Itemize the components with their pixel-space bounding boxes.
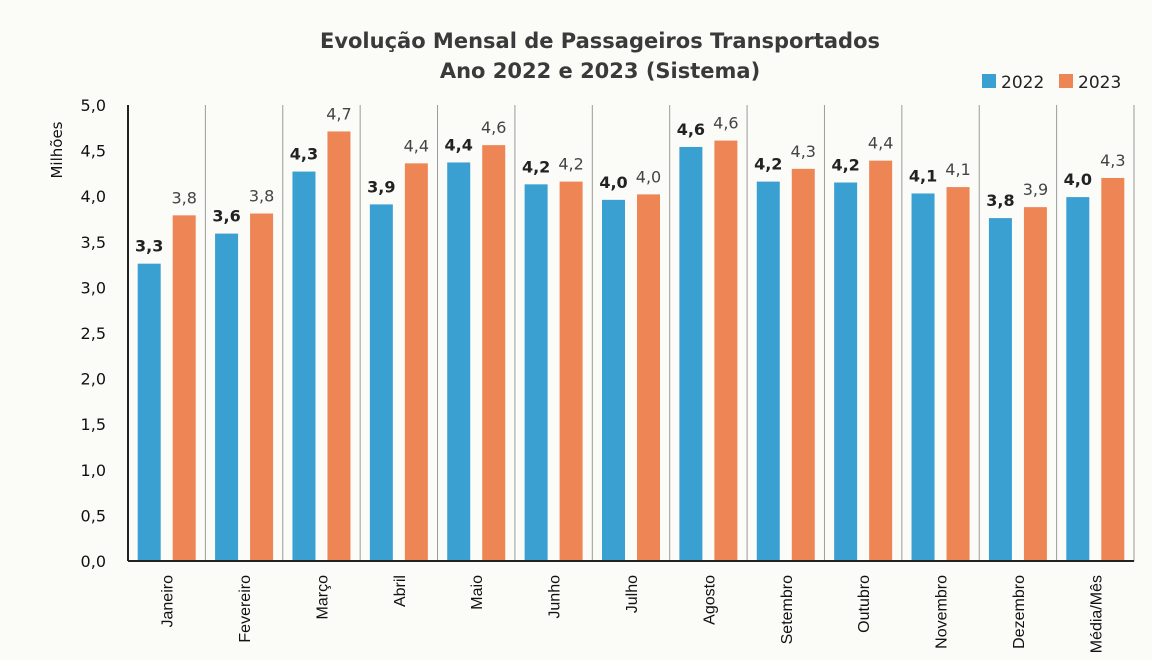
y-tick-label: 4,5 [81, 142, 106, 161]
bar-2023-agosto [714, 140, 738, 561]
data-label-2022-janeiro: 3,3 [135, 237, 163, 256]
legend-swatch-2022 [982, 74, 996, 88]
y-tick-label: 4,0 [81, 187, 106, 206]
data-label-2023-agosto: 4,6 [713, 114, 738, 133]
bar-2022-dezembro [988, 218, 1012, 561]
legend-label-2023: 2023 [1078, 73, 1121, 93]
x-tick-label-maio: Maio [469, 575, 486, 610]
data-label-2023-marco: 4,7 [326, 104, 351, 123]
bar-2022-marco [292, 171, 316, 562]
legend-swatch-2023 [1059, 74, 1073, 88]
y-tick-label: 1,0 [81, 461, 106, 480]
data-label-2022-marco: 4,3 [290, 145, 318, 164]
x-tick-label-marco: Março [314, 575, 331, 620]
x-tick-label-dezembro: Dezembro [1011, 575, 1028, 649]
bar-2022-fevereiro [215, 233, 239, 562]
x-tick-label-fevereiro: Fevereiro [237, 575, 254, 643]
axes [127, 105, 1134, 562]
data-label-2022-agosto: 4,6 [677, 120, 705, 139]
bar-2023-setembro [791, 168, 815, 561]
bar-2022-maio [447, 162, 471, 561]
x-tick-label-abril: Abril [392, 575, 409, 607]
data-label-2022-abril: 3,9 [367, 177, 395, 196]
bar-2022-agosto [679, 146, 703, 561]
bar-2023-maio [482, 145, 506, 562]
legend-label-2022: 2022 [1001, 73, 1044, 93]
data-label-2023-novembro: 4,1 [945, 160, 970, 179]
bar-2023-dezembro [1023, 207, 1047, 562]
chart-subtitle: Ano 2022 e 2023 (Sistema) [440, 59, 760, 83]
data-label-2023-setembro: 4,3 [791, 142, 816, 161]
x-tick-label-outubro: Outubro [856, 575, 873, 633]
bar-2023-janeiro [172, 215, 196, 562]
data-label-2023-janeiro: 3,8 [171, 188, 196, 207]
data-label-2023-maio: 4,6 [481, 118, 506, 137]
data-label-2023-dezembro: 3,9 [1023, 180, 1048, 199]
x-tick-label-janeiro: Janeiro [160, 575, 177, 628]
y-tick-label: 0,5 [81, 506, 106, 525]
data-label-2022-junho: 4,2 [522, 157, 550, 176]
data-label-2023-fevereiro: 3,8 [249, 187, 274, 206]
x-axis-ticks: Janeiro Fevereiro Março Abril Maio Junho Julho… [160, 575, 1106, 653]
bar-2022-julho [602, 199, 625, 561]
data-label-2022-dezembro: 3,8 [986, 191, 1014, 210]
x-tick-label-agosto: Agosto [701, 575, 718, 625]
data-label-2023-media-mes: 4,3 [1100, 151, 1125, 170]
data-label-2022-julho: 4,0 [599, 173, 627, 192]
bar-2022-setembro [756, 181, 780, 561]
y-tick-label: 2,0 [81, 370, 106, 389]
x-tick-label-setembro: Setembro [779, 575, 796, 644]
data-label-2023-junho: 4,2 [558, 155, 583, 174]
x-tick-label-media-mes: Média/Mês [1088, 575, 1105, 653]
y-axis-ticks: 0,0 0,5 1,0 1,5 2,0 2,5 3,0 3,5 4,0 4,5 5,0 [81, 96, 106, 571]
y-axis-label: Milhões [48, 121, 66, 178]
bar-2023-abril [404, 163, 428, 562]
chart-title: Evolução Mensal de Passageiros Transport… [320, 29, 880, 53]
y-tick-label: 3,5 [81, 233, 106, 252]
y-tick-label: 1,5 [81, 415, 106, 434]
data-labels: 3,3 3,8 3,6 3,8 4,3 4,7 3,9 4,4 4,4 4,6 4,2 4,2 4,0 4… [135, 104, 1126, 255]
x-tick-label-junho: Junho [547, 575, 564, 619]
bar-2022-media-mes [1066, 197, 1090, 561]
x-tick-label-novembro: Novembro [934, 575, 951, 649]
bars [137, 131, 1125, 562]
data-label-2023-julho: 4,0 [636, 167, 661, 186]
y-tick-label: 5,0 [81, 96, 106, 115]
data-label-2022-fevereiro: 3,6 [212, 207, 240, 226]
data-label-2023-abril: 4,4 [404, 136, 429, 155]
bar-2022-abril [369, 204, 393, 561]
bar-2023-junho [559, 181, 583, 561]
data-label-2022-novembro: 4,1 [909, 166, 937, 185]
y-tick-label: 0,0 [81, 552, 106, 571]
data-label-2022-outubro: 4,2 [831, 156, 859, 175]
bar-2022-outubro [834, 182, 858, 561]
data-label-2023-outubro: 4,4 [868, 134, 893, 153]
y-tick-label: 3,0 [81, 278, 106, 297]
x-tick-label-julho: Julho [624, 575, 641, 613]
bar-2023-media-mes [1101, 177, 1125, 561]
category-separators [204, 105, 1135, 561]
data-label-2022-media-mes: 4,0 [1064, 170, 1092, 189]
bar-2023-marco [327, 131, 351, 561]
bar-2023-outubro [869, 160, 893, 561]
y-tick-label: 2,5 [81, 324, 106, 343]
bar-2023-fevereiro [250, 213, 274, 561]
bar-2023-julho [637, 194, 660, 561]
data-label-2022-maio: 4,4 [445, 135, 473, 154]
bar-2022-novembro [911, 193, 935, 562]
bar-2022-janeiro [137, 263, 161, 561]
data-label-2022-setembro: 4,2 [754, 155, 782, 174]
bar-2023-novembro [946, 187, 970, 561]
bar-2022-junho [524, 184, 548, 561]
legend: 2022 2023 [982, 73, 1121, 93]
